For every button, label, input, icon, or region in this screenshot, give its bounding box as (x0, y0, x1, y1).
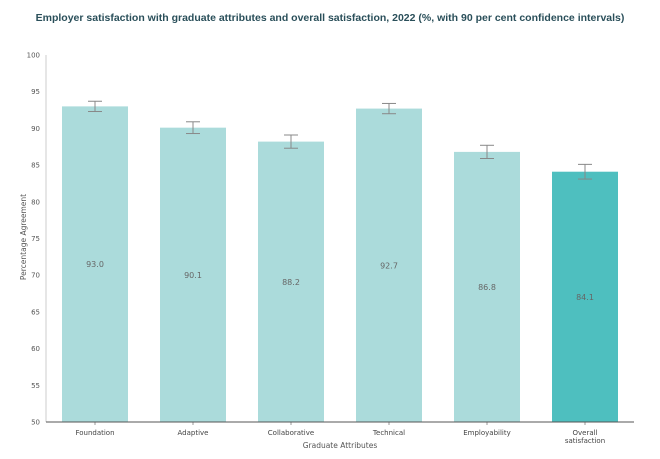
y-tick-label: 55 (31, 382, 40, 390)
value-label-3: 92.7 (380, 261, 398, 270)
chart-title: Employer satisfaction with graduate attr… (35, 12, 625, 24)
error-bar-2 (284, 134, 298, 149)
y-tick-label: 70 (31, 272, 40, 280)
x-tick-label: Foundation (75, 429, 114, 437)
value-labels-group: 93.0 90.1 88.2 92.7 86.8 84.1 (86, 260, 594, 302)
bar-1 (160, 127, 226, 422)
value-label-0: 93.0 (86, 260, 104, 269)
y-tick-label: 90 (31, 125, 40, 133)
error-bar-4 (480, 144, 494, 159)
y-axis: 50 55 60 65 70 75 80 85 90 95 100 (27, 52, 47, 427)
error-bar-0 (88, 100, 102, 113)
value-label-4: 86.8 (478, 283, 496, 292)
bars-group (62, 106, 618, 422)
x-tick-label: Overall satisfaction (565, 429, 605, 445)
y-tick-label: 75 (31, 235, 40, 243)
y-tick-label: 85 (31, 162, 40, 170)
value-label-1: 90.1 (184, 271, 202, 280)
x-tick-label: Adaptive (178, 429, 209, 437)
x-axis: Foundation Adaptive Collaborative Technical… (46, 421, 634, 445)
x-axis-title: Graduate Attributes (303, 441, 378, 450)
y-tick-label: 80 (31, 198, 40, 206)
value-label-5: 84.1 (576, 293, 594, 302)
bar-0 (62, 106, 128, 422)
error-bar-5 (578, 163, 592, 180)
bar-2 (258, 141, 324, 422)
y-tick-label: 100 (27, 52, 40, 60)
error-bar-1 (186, 121, 200, 135)
y-tick-label: 60 (31, 345, 40, 353)
bar-3 (356, 108, 422, 422)
y-tick-label: 50 (31, 419, 40, 427)
bar-5 (552, 171, 618, 422)
y-axis-title: Percentage Agreement (19, 194, 28, 280)
error-bars-group (88, 100, 592, 180)
bar-4 (454, 151, 520, 422)
x-tick-label: Technical (372, 429, 405, 437)
x-tick-label: Employability (463, 429, 511, 437)
y-tick-label: 95 (31, 88, 40, 96)
value-label-2: 88.2 (282, 278, 300, 287)
y-tick-label: 65 (31, 308, 40, 316)
error-bar-3 (382, 102, 396, 115)
x-tick-label: Collaborative (268, 429, 314, 437)
